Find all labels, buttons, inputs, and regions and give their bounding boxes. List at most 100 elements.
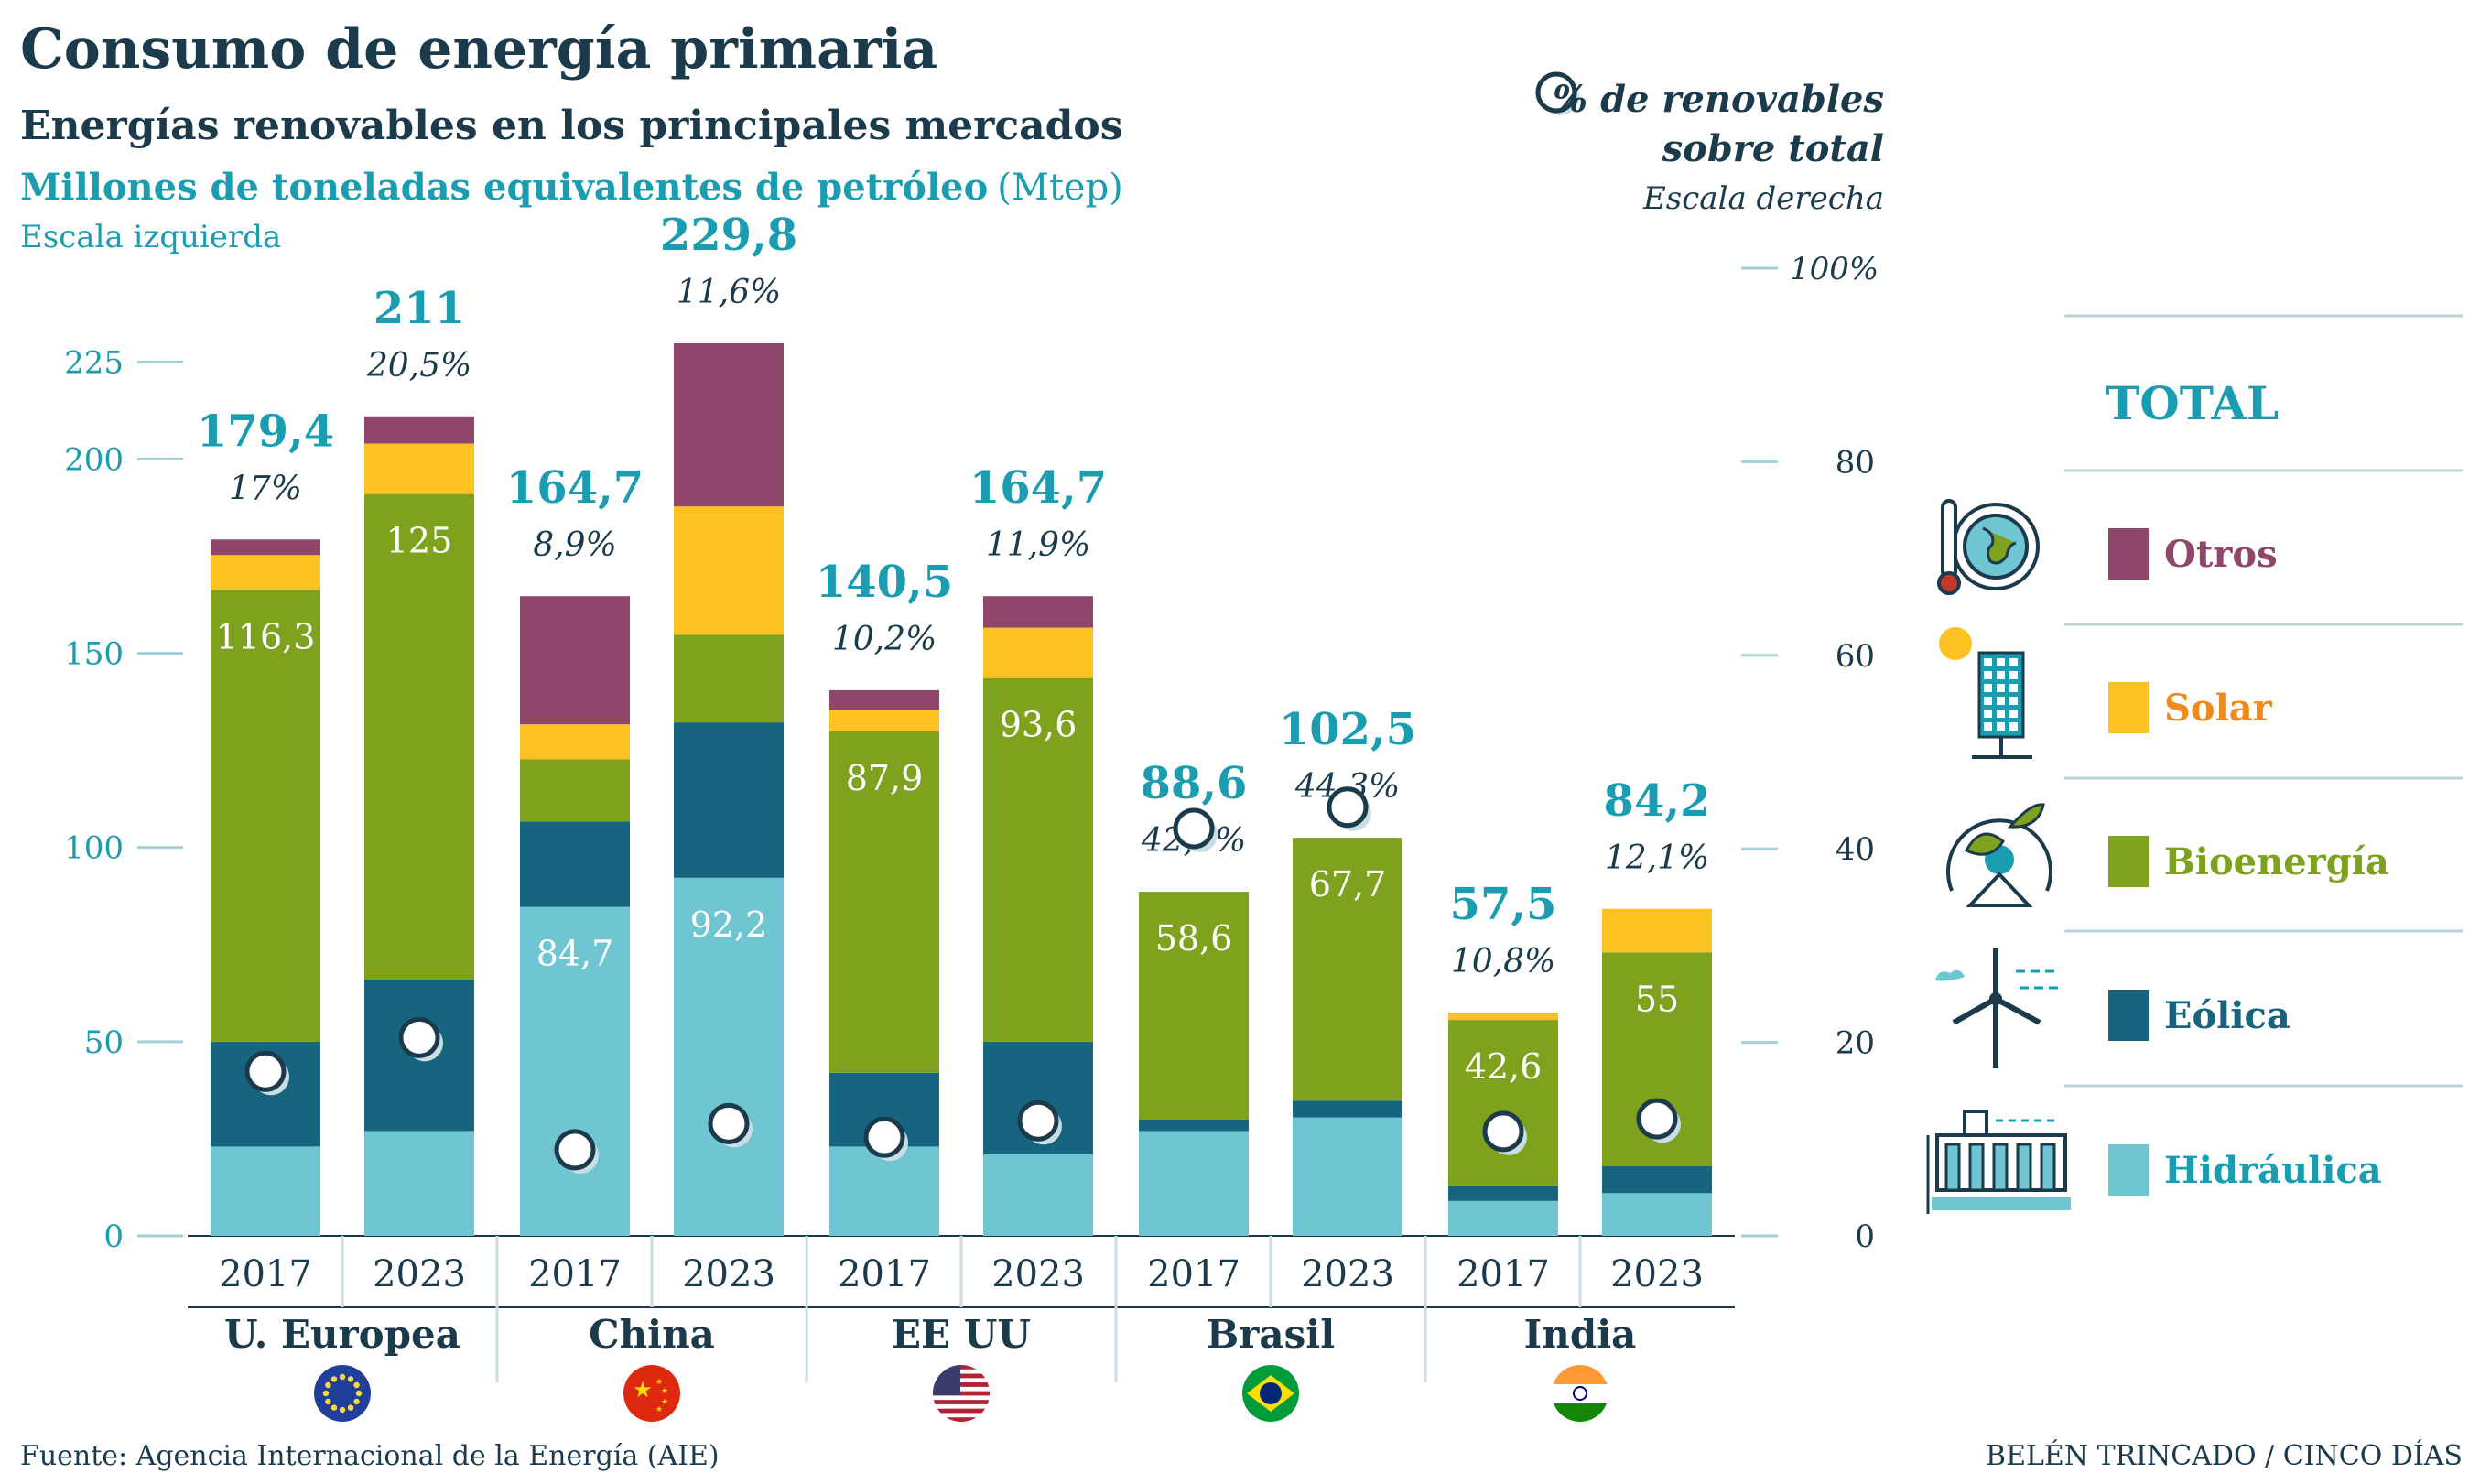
- icon-cell: [2009, 671, 2018, 679]
- flag-star: [353, 1381, 360, 1389]
- bar-segment-bioenergia: [1293, 838, 1402, 1101]
- bar-total-label: 229,8: [660, 210, 797, 261]
- flag-globe: [1260, 1382, 1282, 1404]
- x-tick-label: 2017: [528, 1253, 622, 1295]
- icon-cell: [1997, 671, 2005, 679]
- pct-label-line2: sobre total: [1662, 127, 1884, 170]
- bar-segment-hidraulica: [1602, 1193, 1712, 1236]
- pct-marker: [1636, 1098, 1678, 1140]
- bar-pct-label: 12,1%: [1605, 839, 1709, 877]
- bar-pct-label: 10,2%: [832, 621, 937, 658]
- group-label: India: [1524, 1312, 1637, 1357]
- icon-cell: [1984, 684, 1992, 692]
- icon-continent: [1982, 526, 2017, 565]
- icon-leaf: [2007, 803, 2045, 829]
- x-tick-label: 2023: [1610, 1253, 1704, 1295]
- bar-segment-solar: [211, 555, 320, 590]
- eu-flag-icon: [314, 1365, 371, 1422]
- icon-cell: [1997, 658, 2005, 666]
- flag-star: [353, 1398, 360, 1405]
- bar-segment-hidraulica: [1293, 1117, 1402, 1236]
- right-tick-label: 0: [1855, 1219, 1875, 1255]
- footer-source: Fuente: Agencia Internacional de la Ener…: [20, 1440, 720, 1472]
- bar-segment-hidraulica: [674, 877, 784, 1236]
- flag-disc: [314, 1365, 371, 1422]
- flag-stripe: [933, 1403, 990, 1409]
- bar-segment-eolica: [674, 722, 784, 878]
- flag-star: [325, 1381, 331, 1389]
- bar-segment-otros: [520, 596, 630, 725]
- icon-cell: [1984, 671, 1992, 679]
- bar-segment-eolica: [1139, 1119, 1249, 1132]
- group-label: U. Europea: [224, 1312, 460, 1357]
- bar-inner-value: 42,6: [1465, 1046, 1543, 1087]
- legend-label: Bioenergía: [2164, 840, 2389, 883]
- bar-total-label: 179,4: [197, 406, 334, 457]
- pct-label-line1: % de renovables: [1553, 78, 1884, 121]
- icon-tower: [1963, 1110, 1988, 1137]
- legend-swatch: [2108, 682, 2149, 733]
- x-tick-label: 2023: [373, 1253, 466, 1295]
- cn-flag-icon: ★ ★★★★: [623, 1365, 680, 1422]
- icon-gate: [2016, 1143, 2032, 1192]
- us-flag-icon: [933, 1365, 990, 1422]
- icon-gate: [1944, 1143, 1961, 1192]
- flag-star: [330, 1404, 338, 1411]
- icon-cell: [1984, 722, 1992, 731]
- legend-swatch: [2108, 528, 2149, 580]
- icon-cell: [1997, 710, 2005, 718]
- x-tick-label: 2023: [991, 1253, 1085, 1295]
- right-tick-label: 80: [1836, 444, 1875, 481]
- bar-segment-solar: [674, 506, 784, 635]
- bar-segment-bioenergia: [1139, 892, 1249, 1120]
- left-tick-label: 0: [103, 1219, 124, 1255]
- icon-gate: [2040, 1143, 2056, 1192]
- labels-layer: 116,3 179,4 17% 2017 125 211 20,5% 2023 U. Europ…: [197, 210, 1710, 1422]
- axes-layer: 0 50 100 150 200 225 0 20 40 60 80 100%: [64, 251, 1879, 1382]
- flag-stripe: [933, 1365, 990, 1370]
- bar-inner-value: 67,7: [1309, 864, 1387, 904]
- bar-segment-hidraulica: [520, 906, 630, 1236]
- bar-total-label: 140,5: [816, 557, 953, 608]
- x-tick-label: 2017: [1457, 1253, 1550, 1295]
- leaf-globe-icon: [1946, 803, 2052, 907]
- bar-segment-otros: [364, 416, 474, 444]
- footer-credit: BELÉN TRINCADO / CINCO DÍAS: [1986, 1439, 2463, 1472]
- bar-inner-value: 125: [386, 521, 453, 561]
- solar-panel-icon: [1939, 627, 2032, 759]
- flag-stripe: [933, 1400, 990, 1405]
- legend-layer: TOTAL Otros Solar Bioenergía Eólica Hidráulic…: [1926, 314, 2463, 1214]
- bar-inner-value: 58,6: [1155, 918, 1233, 959]
- flag-stripe: [933, 1417, 990, 1422]
- flag-band: [1552, 1403, 1608, 1422]
- left-tick-label: 150: [64, 636, 124, 673]
- unit-label: Millones de toneladas equivalentes de pe…: [20, 166, 1123, 209]
- right-scale-label: Escala derecha: [1642, 180, 1884, 217]
- bar-segment-eolica: [1602, 1165, 1712, 1194]
- bar-segment-hidraulica: [1448, 1200, 1558, 1236]
- bar-segment-bioenergia: [983, 677, 1093, 1042]
- bar-segment-eolica: [520, 821, 630, 907]
- group-label: Brasil: [1207, 1312, 1335, 1357]
- right-tick-label: 20: [1836, 1025, 1875, 1062]
- unit-main: Millones de toneladas equivalentes de pe…: [20, 166, 988, 209]
- bar-total-label: 164,7: [506, 462, 644, 514]
- bar-segment-bioenergia: [364, 493, 474, 980]
- pct-marker: [1017, 1099, 1059, 1142]
- bars-layer: [211, 343, 1712, 1236]
- bar-pct-label: 17%: [229, 470, 302, 507]
- bar-segment-eolica: [1293, 1100, 1402, 1118]
- flag-stripe: [933, 1369, 990, 1374]
- bar-total-label: 102,5: [1279, 704, 1416, 755]
- bar-pct-label: 11,6%: [677, 274, 781, 311]
- pct-marker: [1482, 1110, 1524, 1153]
- icon-gate: [1992, 1143, 2009, 1192]
- bar-segment-hidraulica: [829, 1146, 939, 1236]
- flag-bands: [1552, 1365, 1608, 1422]
- flag-star: [339, 1406, 346, 1414]
- flag-disc: [623, 1365, 680, 1422]
- bar-segment-otros: [983, 596, 1093, 628]
- bar-pct-label: 11,9%: [986, 526, 1090, 564]
- pct-marker: [398, 1016, 440, 1058]
- right-tick-label: 40: [1836, 831, 1875, 868]
